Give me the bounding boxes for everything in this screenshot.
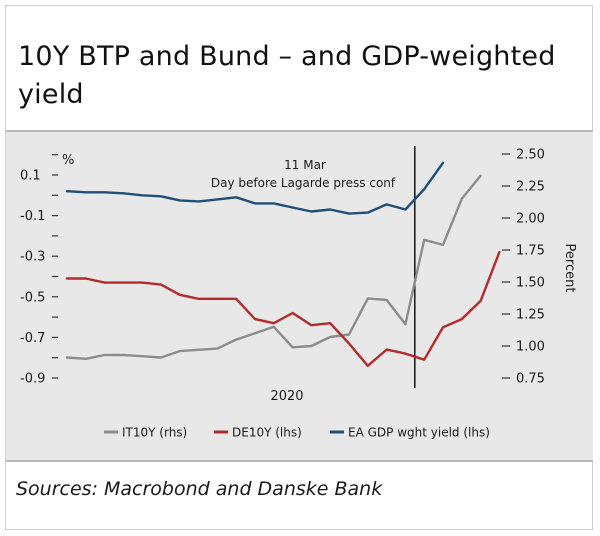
right-axis-title: Percent (562, 244, 577, 293)
left-axis-unit: % (62, 153, 74, 168)
right-tick-label: 2.00 (516, 212, 545, 227)
bottom-divider (6, 460, 593, 462)
right-tick-label: 1.25 (516, 308, 545, 323)
left-tick-label: -0.7 (20, 331, 45, 346)
left-tick-label: -0.5 (20, 290, 45, 305)
legend-label-3: EA GDP wght yield (lhs) (348, 426, 490, 440)
series-line-1 (65, 174, 482, 360)
sources-note: Sources: Macrobond and Danske Bank (16, 478, 383, 500)
x-axis-label: 2020 (270, 389, 303, 404)
left-tick-label: 0.1 (20, 169, 41, 184)
annotation-description: Day before Lagarde press conf (211, 176, 396, 190)
right-tick-label: 1.00 (516, 340, 545, 355)
left-tick-label: -0.1 (20, 209, 45, 224)
annotation-date: 11 Mar (284, 158, 326, 172)
plot-background (6, 132, 593, 460)
series-line-2 (65, 250, 501, 367)
top-divider (6, 130, 593, 132)
legend-label-1: IT10Y (rhs) (122, 426, 187, 440)
legend-label-2: DE10Y (lhs) (232, 426, 302, 440)
right-tick-label: 1.75 (516, 244, 545, 259)
right-tick-label: 2.50 (516, 148, 545, 163)
right-tick-label: 1.50 (516, 276, 545, 291)
right-tick-label: 2.25 (516, 180, 545, 195)
left-tick-label: -0.3 (20, 250, 45, 265)
series-line-3 (65, 161, 445, 215)
chart-title: 10Y BTP and Bund – and GDP-weighted yiel… (18, 41, 556, 110)
right-tick-label: 0.75 (516, 372, 545, 387)
left-tick-label: -0.9 (20, 372, 45, 387)
